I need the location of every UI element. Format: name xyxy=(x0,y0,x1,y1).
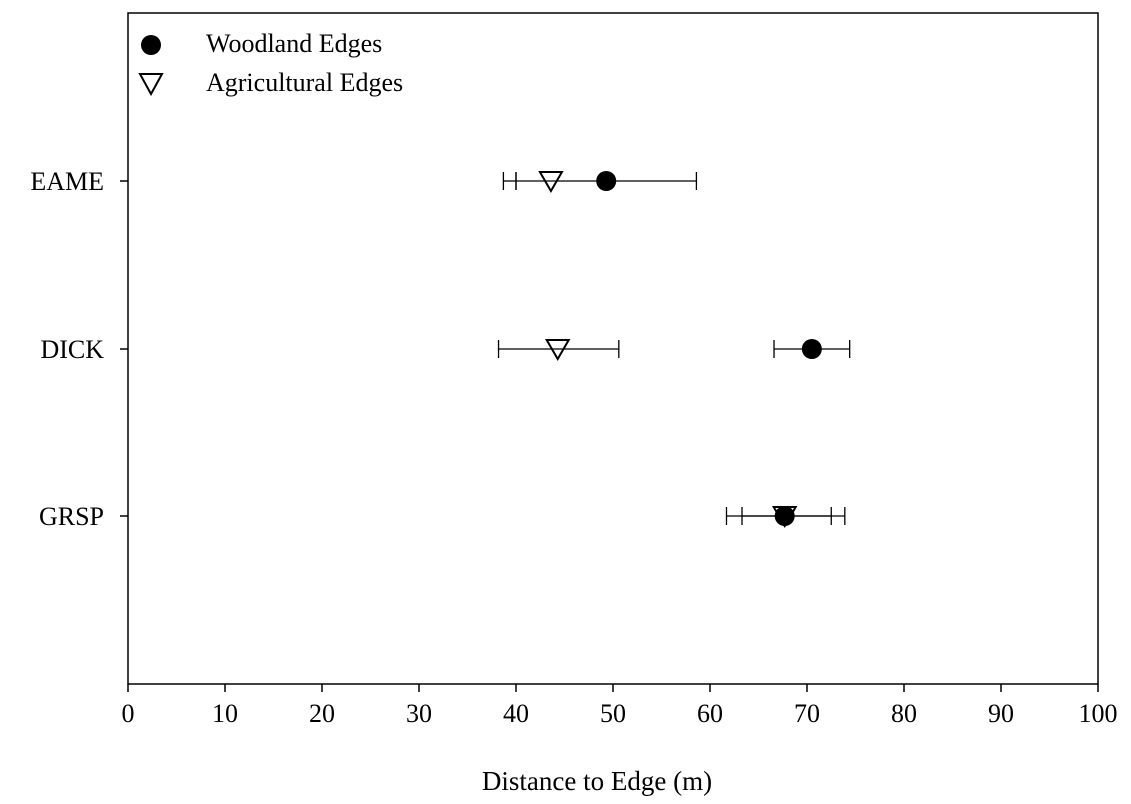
woodland-point-grsp xyxy=(774,506,795,526)
x-tick-label: 90 xyxy=(988,699,1014,728)
x-tick-label: 50 xyxy=(600,699,626,728)
woodland-point-dick xyxy=(801,339,822,359)
x-tick-label: 40 xyxy=(503,699,529,728)
markers-agricultural xyxy=(538,171,798,528)
x-tick-label: 10 xyxy=(212,699,238,728)
legend-agricultural-label: Agricultural Edges xyxy=(206,68,403,97)
x-tick-label: 60 xyxy=(697,699,723,728)
woodland-point-eame xyxy=(596,171,617,191)
x-axis-title: Distance to Edge (m) xyxy=(482,766,712,796)
markers-woodland xyxy=(596,171,822,526)
legend-woodland-marker xyxy=(141,35,161,55)
x-axis: 0 10 20 30 40 50 60 70 80 90 100 xyxy=(122,684,1118,728)
y-axis: EAME DICK GRSP xyxy=(30,167,128,531)
category-label-dick: DICK xyxy=(40,335,104,364)
agricultural-point-dick xyxy=(544,339,571,361)
x-tick-label: 20 xyxy=(309,699,335,728)
x-tick-label: 70 xyxy=(794,699,820,728)
agricultural-point-grsp xyxy=(771,506,798,528)
legend-woodland-label: Woodland Edges xyxy=(206,29,382,58)
category-label-eame: EAME xyxy=(30,167,104,196)
series-layer xyxy=(497,171,851,528)
x-tick-label: 0 xyxy=(122,699,135,728)
legend: Woodland Edges Agricultural Edges xyxy=(138,29,403,97)
legend-agricultural-marker xyxy=(138,73,164,97)
x-tick-label: 30 xyxy=(406,699,432,728)
x-tick-label: 80 xyxy=(891,699,917,728)
agricultural-point-eame xyxy=(538,171,564,193)
x-tick-label: 100 xyxy=(1079,699,1118,728)
category-label-grsp: GRSP xyxy=(39,502,104,531)
